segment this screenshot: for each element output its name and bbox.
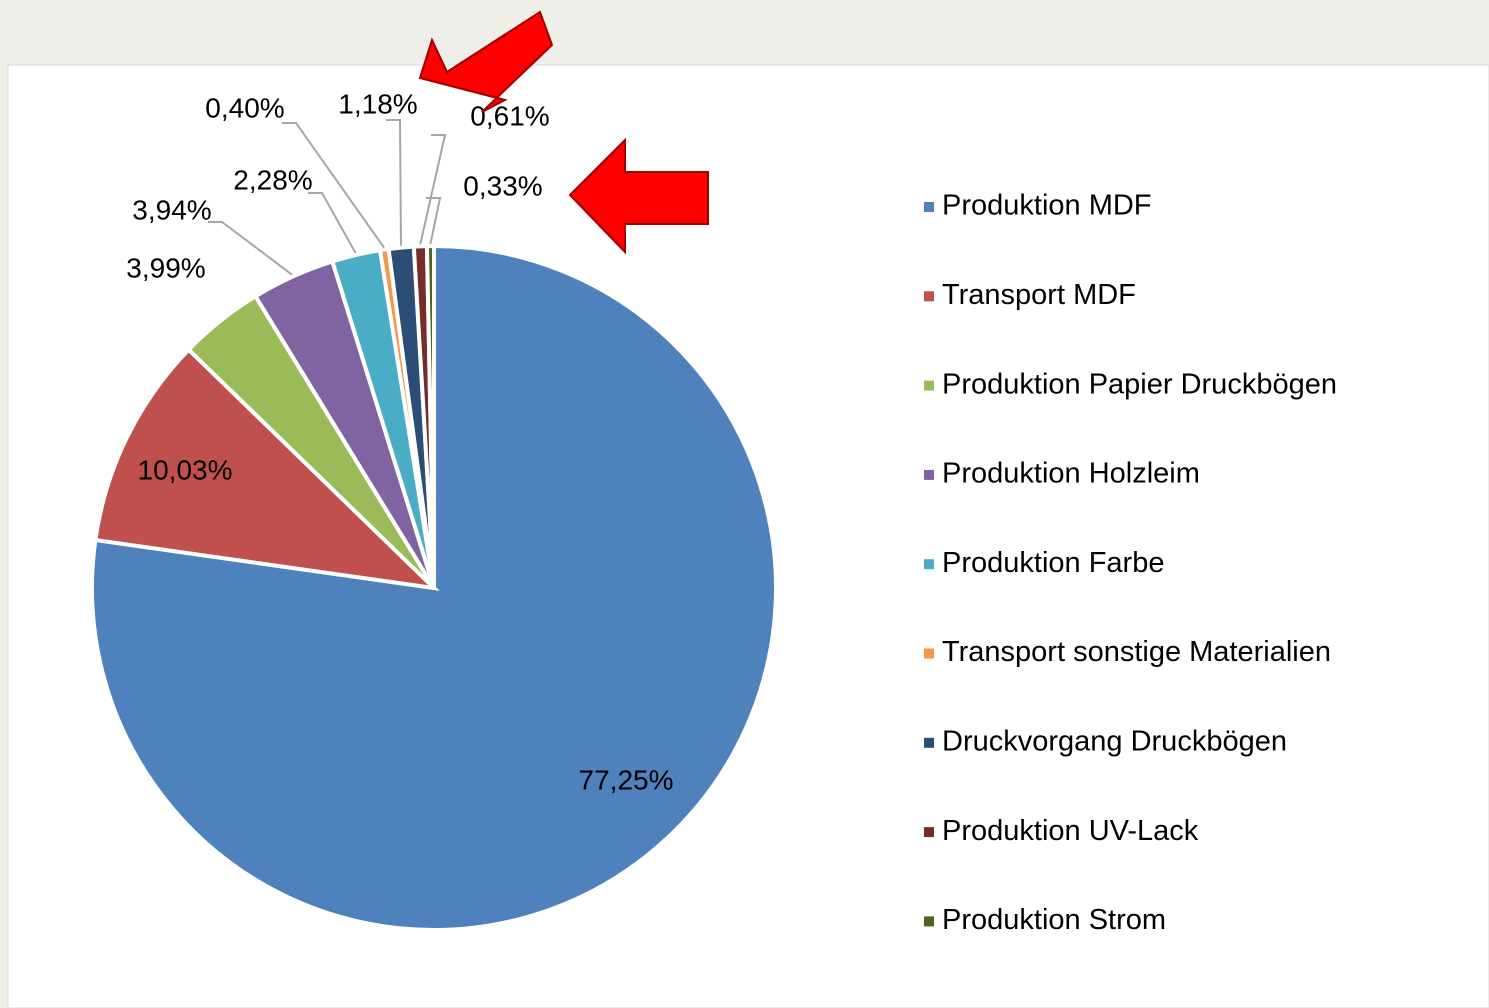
data-label: 3,94% <box>132 194 211 225</box>
leader-line <box>308 192 357 254</box>
legend-label: Produktion Strom <box>942 904 1166 936</box>
legend-swatch <box>924 380 934 391</box>
pie-slice <box>424 243 436 589</box>
legend-swatch <box>924 291 934 302</box>
leader-line <box>208 221 293 276</box>
arrow <box>568 137 709 255</box>
legend-label: Druckvorgang Druckbögen <box>942 725 1287 757</box>
legend-label: Produktion Holzleim <box>942 458 1200 490</box>
data-label: 10,03% <box>138 454 233 485</box>
legend-swatch <box>924 469 934 480</box>
pie: 77,25% 10,03% 3,99% 3,94% 2,28% 0,40% 1,18% 0,6… <box>90 88 778 932</box>
data-label: 1,18% <box>338 88 417 119</box>
data-label: 0,40% <box>205 92 284 123</box>
leader-line <box>386 119 402 246</box>
legend-label: Produktion Farbe <box>942 547 1164 579</box>
data-label: 0,33% <box>463 170 542 201</box>
legend-swatch <box>924 648 934 659</box>
legend-label: Transport sonstige Materialien <box>942 636 1331 668</box>
data-label: 77,25% <box>579 764 674 795</box>
leader-line <box>282 122 385 249</box>
legend-label: Produktion MDF <box>942 190 1152 222</box>
legend: Produktion MDF Transport MDF Produktion Pa… <box>924 190 1337 936</box>
legend-swatch <box>924 202 934 212</box>
pie-slice <box>93 346 440 591</box>
data-label: 3,99% <box>126 252 205 283</box>
leader-line <box>426 197 442 245</box>
legend-swatch <box>924 916 934 927</box>
legend-swatch <box>924 737 934 748</box>
data-label: 0,61% <box>470 100 549 131</box>
legend-label: Transport MDF <box>942 279 1136 311</box>
legend-swatch <box>924 827 934 838</box>
arrow <box>418 10 554 113</box>
data-label: 2,28% <box>233 164 312 195</box>
legend-label: Produktion Papier Druckbögen <box>942 368 1337 400</box>
legend-label: Produktion UV-Lack <box>942 815 1199 847</box>
leader-line <box>419 134 447 245</box>
legend-swatch <box>924 559 934 570</box>
